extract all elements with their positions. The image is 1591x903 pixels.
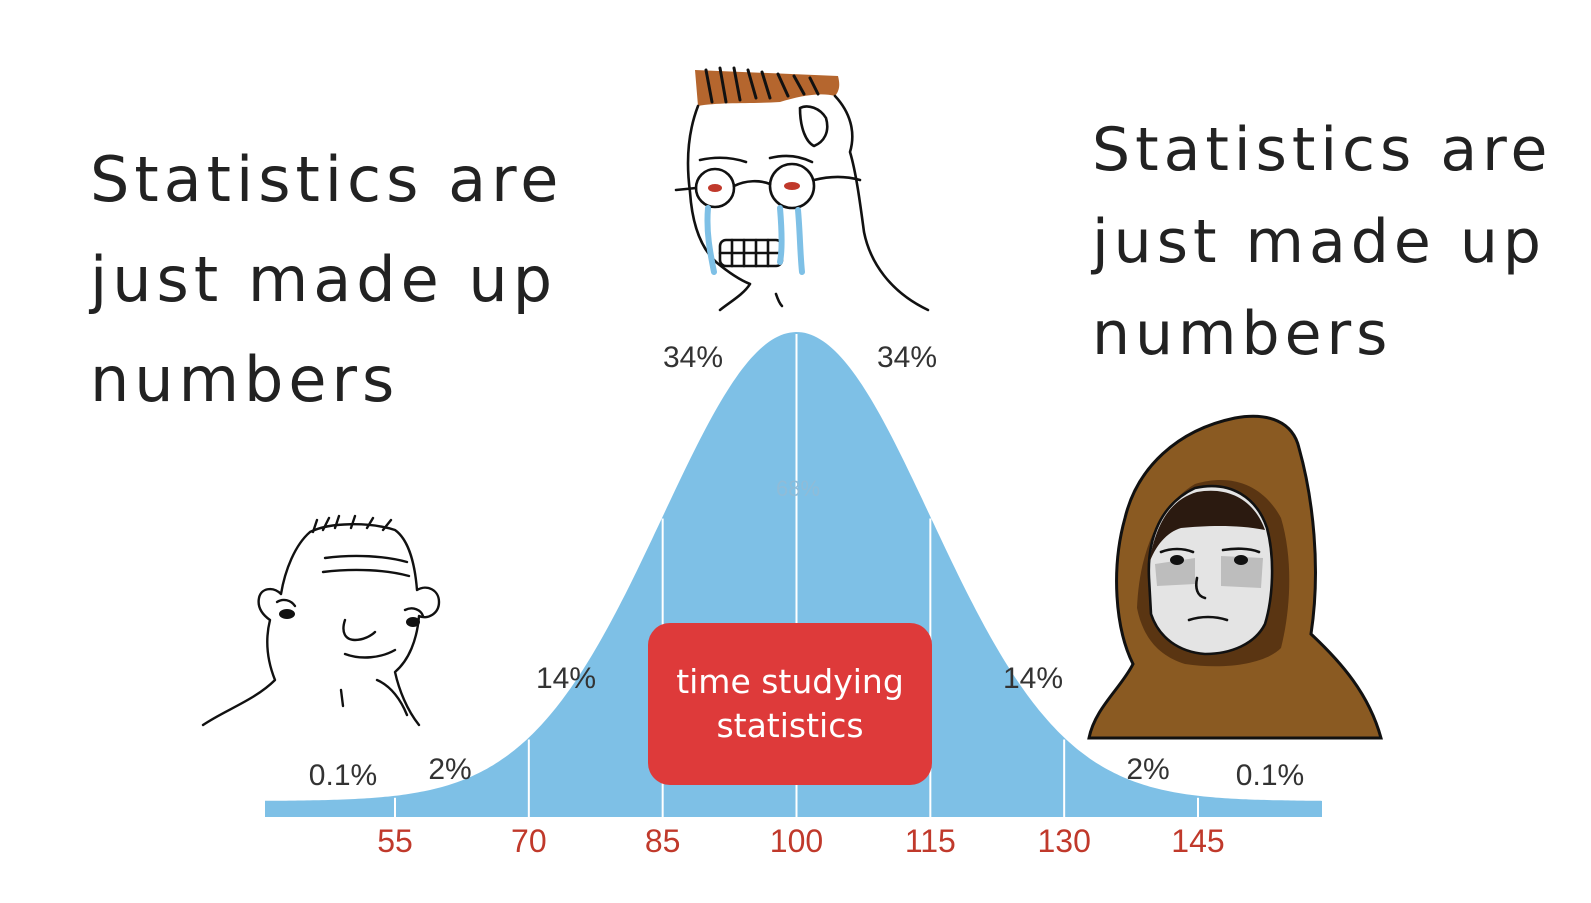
x-tick-label-2: 85 — [645, 823, 681, 859]
curve-layer — [265, 332, 1322, 817]
band-label-2: 14% — [536, 662, 596, 695]
band-label-5: 14% — [1003, 662, 1063, 695]
curve-label-line-1: time studying — [676, 662, 904, 701]
caption-right-line-3: numbers — [1092, 299, 1393, 369]
wojak-low-iq-icon — [201, 514, 441, 727]
curve-label-line-2: statistics — [716, 706, 864, 745]
band-label-0: 0.1% — [309, 759, 377, 792]
band-label-layer: 0.1% 2% 14% 34% 34% 14% 2% 0.1% — [309, 341, 1304, 792]
wojak-hooded-icon — [1087, 414, 1383, 740]
wojak-crying-glasses-icon — [674, 66, 930, 312]
x-tick-label-3: 100 — [770, 823, 823, 859]
bell-curve-area — [265, 332, 1322, 817]
band-label-4: 34% — [877, 341, 937, 374]
caption-right-line-2: just made up — [1092, 207, 1546, 277]
curve-label-box: time studying statistics — [648, 623, 932, 785]
caption-left-line-3: numbers — [90, 343, 400, 416]
x-tick-label-6: 145 — [1171, 823, 1224, 859]
x-tick-label-4: 115 — [905, 823, 956, 859]
band-label-6: 2% — [1126, 753, 1169, 786]
x-tick-label-1: 70 — [511, 823, 547, 859]
x-tick-label-5: 130 — [1037, 823, 1090, 859]
tick-layer: 55 70 85 100 115 130 145 — [377, 823, 1224, 859]
caption-left-line-2: just made up — [90, 243, 558, 316]
caption-left-line-1: Statistics are — [90, 143, 564, 216]
caption-left: Statistics are just made up numbers — [90, 130, 563, 430]
x-tick-label-0: 55 — [377, 823, 413, 859]
band-label-3: 34% — [663, 341, 723, 374]
band-label-1: 2% — [428, 753, 471, 786]
band-label-7: 0.1% — [1236, 759, 1304, 792]
caption-right: Statistics are just made up numbers — [1092, 104, 1552, 380]
caption-right-line-1: Statistics are — [1092, 115, 1553, 185]
inner-band-label: 68% — [776, 476, 820, 501]
